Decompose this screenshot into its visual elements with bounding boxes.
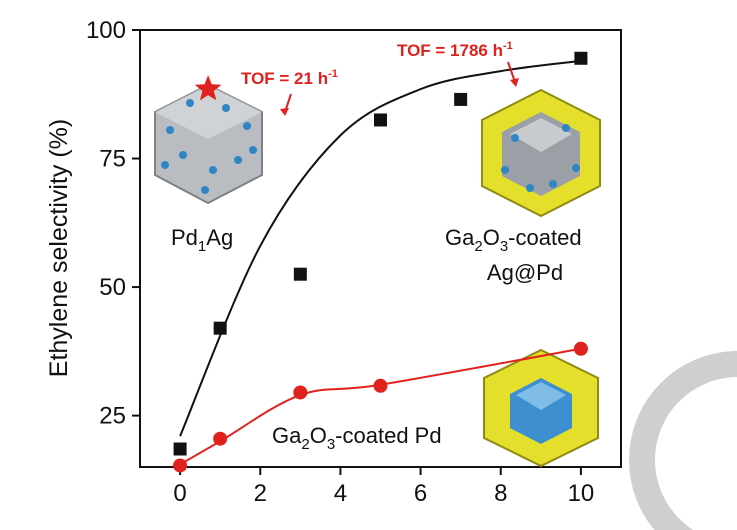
coated-pd-particle-image [483, 348, 599, 468]
label-pd1ag-main: Pd [171, 225, 198, 250]
data-point-square [574, 51, 588, 65]
coated-agpd-sub1: 2 [474, 238, 482, 255]
data-point-circle [293, 385, 308, 400]
tof-pd1ag-sup: -1 [328, 68, 338, 80]
label-coated-pd: Ga2O3-coated Pd [272, 423, 442, 453]
fit-curve-0 [179, 59, 582, 437]
y-axis-ticks: 25 50 75 100 [86, 17, 140, 430]
label-coated-agpd-line1: Ga2O3-coated [445, 225, 582, 255]
label-pd1ag-sub: 1 [198, 238, 206, 255]
data-point-circle [213, 431, 228, 446]
data-point-circle [573, 341, 588, 356]
label-pd1ag-rest: Ag [206, 225, 233, 250]
coated-pd-b: O [310, 423, 327, 448]
coated-pd-sub2: 3 [327, 436, 335, 453]
pd1ag-particle-image [154, 83, 263, 205]
x-tick-label: 2 [254, 480, 267, 507]
label-tof-pd1ag: TOF = 21 h-1 [241, 68, 338, 88]
label-coated-agpd-line2: Ag@Pd [487, 260, 563, 285]
x-tick-label: 4 [334, 480, 347, 507]
arrow-tof-agpd-head [510, 78, 519, 87]
data-point-square [454, 92, 468, 106]
tof-pd1ag-text: TOF = 21 h [241, 69, 328, 88]
data-markers [173, 51, 588, 473]
tof-agpd-text: TOF = 1786 h [397, 41, 503, 60]
data-point-circle [173, 458, 188, 473]
y-tick-label: 75 [99, 146, 126, 173]
coated-pd-c: -coated Pd [335, 423, 441, 448]
y-tick-label: 50 [99, 274, 126, 301]
arrow-tof-agpd [507, 61, 516, 83]
coated-agpd-c: -coated [508, 225, 581, 250]
y-tick-label: 100 [86, 17, 126, 44]
coated-agpd-particle-image [481, 88, 601, 218]
y-axis-label: Ethylene selectivity (%) [45, 119, 73, 377]
coated-agpd-b: O [483, 225, 500, 250]
y-tick-label: 25 [99, 403, 126, 430]
coated-agpd-a: Ga [445, 225, 475, 250]
x-tick-label: 10 [568, 480, 595, 507]
x-tick-label: 8 [494, 480, 507, 507]
coated-agpd-sub2: 3 [500, 238, 508, 255]
tof-agpd-sup: -1 [503, 40, 513, 52]
watermark-ring [629, 351, 737, 530]
x-axis-ticks: 0 2 4 6 8 10 [173, 467, 594, 507]
star-marker [194, 75, 222, 101]
data-point-square [173, 442, 187, 456]
arrow-tof-pd1ag-head [280, 108, 289, 116]
data-point-square [213, 321, 227, 335]
coated-pd-sub1: 2 [301, 436, 309, 453]
data-point-square [374, 113, 387, 127]
label-tof-agpd: TOF = 1786 h-1 [397, 40, 513, 60]
x-tick-label: 6 [414, 480, 427, 507]
coated-pd-a: Ga [272, 423, 302, 448]
data-point-square [293, 267, 307, 281]
data-point-circle [373, 378, 388, 393]
plot-frame [139, 29, 622, 468]
label-pd1ag: Pd1Ag [171, 225, 233, 255]
x-tick-label: 0 [173, 480, 186, 507]
